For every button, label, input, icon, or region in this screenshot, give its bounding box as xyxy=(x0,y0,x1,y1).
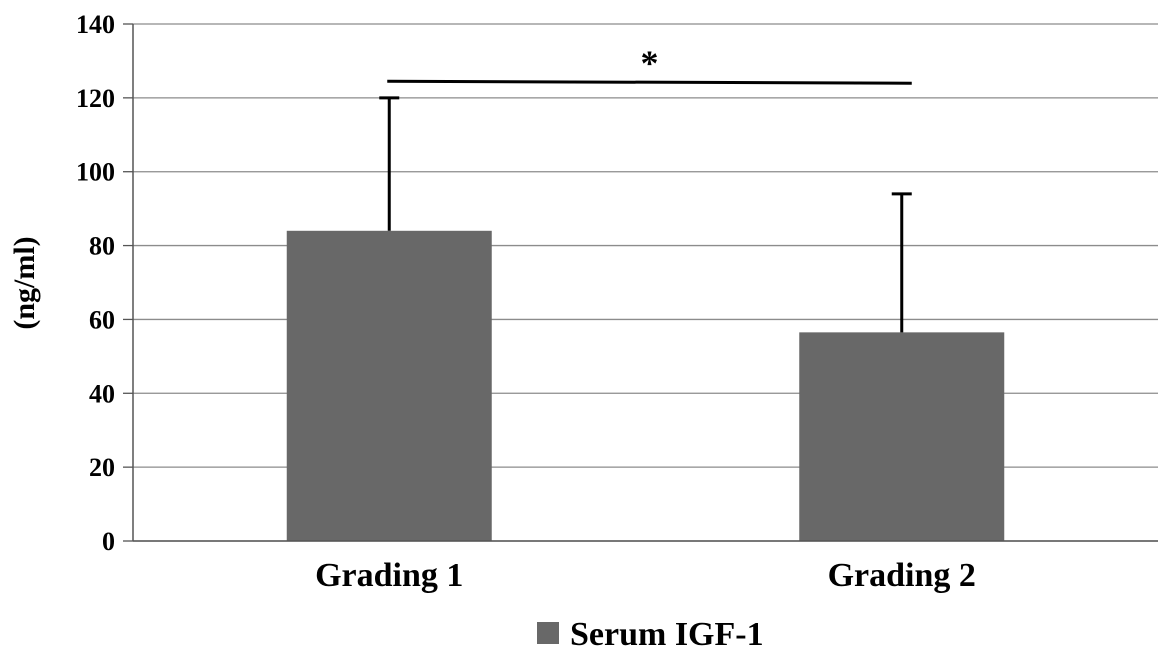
y-axis-title: (ng/ml) xyxy=(8,236,41,329)
axes xyxy=(132,24,1158,542)
significance-line xyxy=(387,79,912,85)
y-tick-label: 100 xyxy=(76,158,115,187)
legend: Serum IGF-1 xyxy=(537,616,764,653)
bars xyxy=(286,230,1005,542)
y-tick-labels: 0 20 40 60 80 100 120 140 xyxy=(76,10,115,556)
y-tick-label: 0 xyxy=(102,527,115,556)
y-tick-label: 20 xyxy=(89,453,115,482)
error-bars xyxy=(379,96,912,333)
bar-2 xyxy=(799,332,1005,541)
legend-label: Serum IGF-1 xyxy=(570,616,764,653)
legend-swatch xyxy=(537,622,559,644)
x-category-label: Grading 1 xyxy=(315,557,463,594)
significance-star: * xyxy=(641,43,659,83)
x-category-labels: Grading 1 Grading 2 xyxy=(315,557,976,594)
y-tick-label: 60 xyxy=(89,305,115,334)
y-tick-label: 120 xyxy=(76,84,115,113)
y-tick-label: 40 xyxy=(89,379,115,408)
significance-annotation: * xyxy=(387,43,912,85)
y-tick-label: 140 xyxy=(76,10,115,39)
x-category-label: Grading 2 xyxy=(828,557,976,594)
y-tick-label: 80 xyxy=(89,232,115,261)
bar-1 xyxy=(286,230,492,542)
